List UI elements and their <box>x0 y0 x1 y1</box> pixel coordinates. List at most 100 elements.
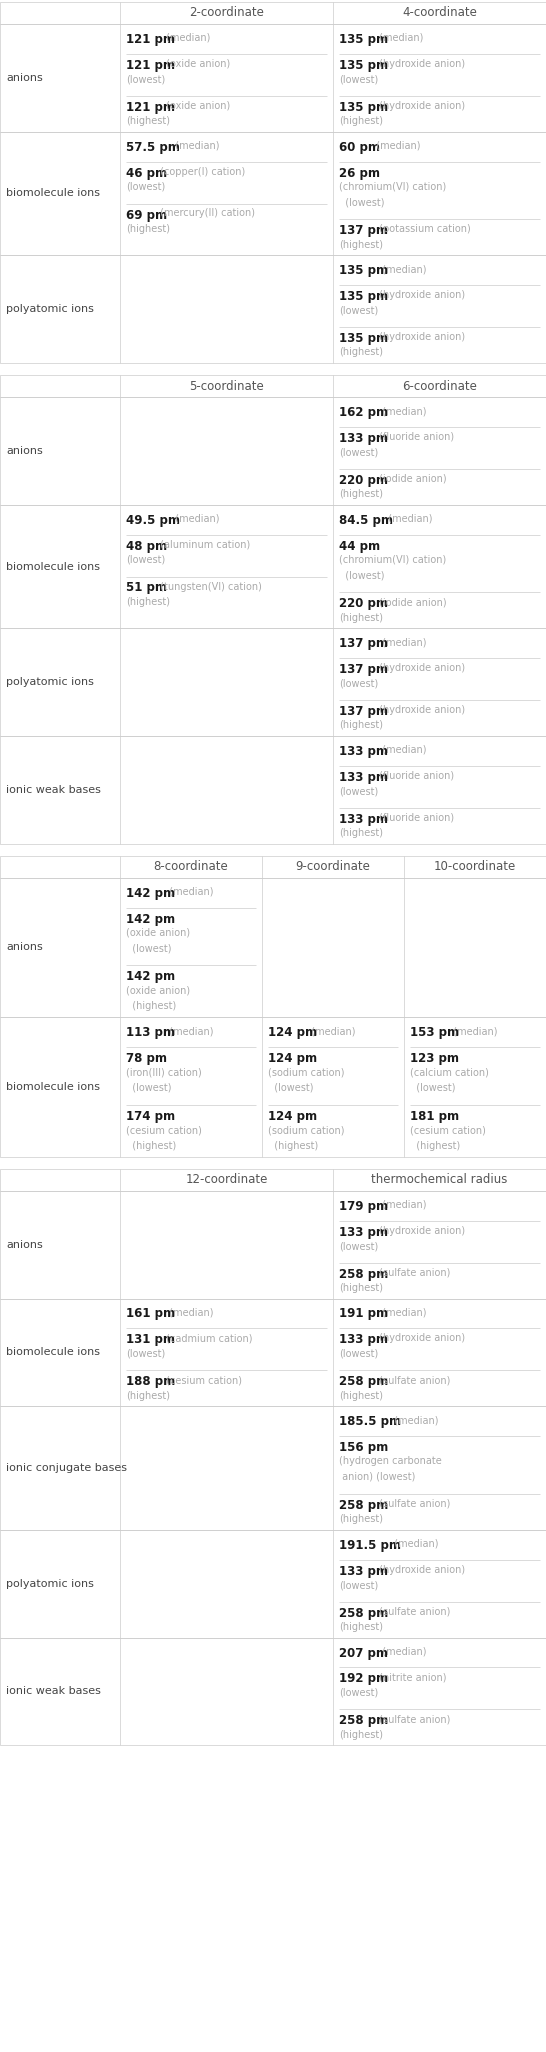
Text: (hydroxide anion): (hydroxide anion) <box>376 1566 465 1574</box>
Text: 137 pm: 137 pm <box>339 663 388 677</box>
Text: (lowest): (lowest) <box>339 679 378 689</box>
Text: 137 pm: 137 pm <box>339 638 388 650</box>
Text: 121 pm: 121 pm <box>126 33 175 45</box>
Text: (median): (median) <box>376 638 426 646</box>
Text: (median): (median) <box>376 745 426 755</box>
Bar <box>0 2 546 25</box>
Text: (median): (median) <box>388 1416 438 1426</box>
Text: (median): (median) <box>376 1307 426 1317</box>
Text: (mercury(II) cation): (mercury(II) cation) <box>157 209 255 218</box>
Text: (lowest): (lowest) <box>339 1580 378 1590</box>
Text: (lowest): (lowest) <box>339 197 384 207</box>
Text: (highest): (highest) <box>339 614 383 624</box>
Text: 12-coordinate: 12-coordinate <box>186 1174 268 1186</box>
Text: 142 pm: 142 pm <box>126 971 175 983</box>
Text: (highest): (highest) <box>339 240 383 250</box>
Text: 191 pm: 191 pm <box>339 1307 388 1321</box>
Text: (highest): (highest) <box>339 720 383 731</box>
Bar <box>0 1406 546 1531</box>
Text: biomolecule ions: biomolecule ions <box>6 1081 100 1092</box>
Text: (lowest): (lowest) <box>339 1689 378 1697</box>
Text: (hydroxide anion): (hydroxide anion) <box>376 663 465 673</box>
Text: (lowest): (lowest) <box>126 1083 171 1094</box>
Text: 2-coordinate: 2-coordinate <box>189 6 264 21</box>
Text: polyatomic ions: polyatomic ions <box>6 677 94 687</box>
Text: (lowest): (lowest) <box>410 1083 455 1094</box>
Text: (iodide anion): (iodide anion) <box>376 597 447 607</box>
Text: 135 pm: 135 pm <box>339 101 388 113</box>
Text: (highest): (highest) <box>339 1730 383 1740</box>
Bar <box>0 1170 546 1190</box>
Text: 133 pm: 133 pm <box>339 813 388 825</box>
Text: (median): (median) <box>376 1200 426 1211</box>
Text: anions: anions <box>6 942 43 952</box>
Text: (oxide anion): (oxide anion) <box>163 101 230 111</box>
Text: 8-coordinate: 8-coordinate <box>154 860 228 874</box>
Text: (fluoride anion): (fluoride anion) <box>376 772 454 782</box>
Text: (cesium cation): (cesium cation) <box>410 1124 486 1135</box>
Text: 6-coordinate: 6-coordinate <box>402 380 477 392</box>
Text: biomolecule ions: biomolecule ions <box>6 189 100 199</box>
Text: 133 pm: 133 pm <box>339 431 388 445</box>
Text: 69 pm: 69 pm <box>126 209 167 222</box>
Text: 131 pm: 131 pm <box>126 1334 175 1346</box>
Text: (median): (median) <box>163 1026 213 1036</box>
Text: (sulfate anion): (sulfate anion) <box>376 1375 450 1385</box>
Text: 135 pm: 135 pm <box>339 265 388 277</box>
Text: (highest): (highest) <box>339 1282 383 1293</box>
Text: 192 pm: 192 pm <box>339 1672 388 1685</box>
Text: 9-coordinate: 9-coordinate <box>295 860 371 874</box>
Text: 135 pm: 135 pm <box>339 33 388 45</box>
Text: (fluoride anion): (fluoride anion) <box>376 813 454 823</box>
Text: (highest): (highest) <box>268 1141 318 1151</box>
Text: 46 pm: 46 pm <box>126 166 167 181</box>
Text: (calcium cation): (calcium cation) <box>410 1067 489 1077</box>
Text: (highest): (highest) <box>126 117 170 125</box>
Text: 142 pm: 142 pm <box>126 913 175 925</box>
Text: (highest): (highest) <box>339 1391 383 1402</box>
Text: (highest): (highest) <box>126 224 170 234</box>
Text: (cesium cation): (cesium cation) <box>126 1124 202 1135</box>
Text: 78 pm: 78 pm <box>126 1053 167 1065</box>
Text: (aluminum cation): (aluminum cation) <box>157 540 250 550</box>
Text: 124 pm: 124 pm <box>268 1053 317 1065</box>
Text: 191.5 pm: 191.5 pm <box>339 1539 401 1551</box>
Bar <box>0 25 546 131</box>
Text: (tungsten(VI) cation): (tungsten(VI) cation) <box>157 581 262 591</box>
Bar <box>0 254 546 363</box>
Text: 121 pm: 121 pm <box>126 60 175 72</box>
Bar <box>0 505 546 628</box>
Text: (hydroxide anion): (hydroxide anion) <box>376 1225 465 1235</box>
Bar <box>0 878 546 1018</box>
Text: (lowest): (lowest) <box>126 74 165 84</box>
Text: 258 pm: 258 pm <box>339 1268 388 1280</box>
Bar <box>0 1018 546 1157</box>
Text: 121 pm: 121 pm <box>126 101 175 113</box>
Text: 48 pm: 48 pm <box>126 540 167 552</box>
Text: 57.5 pm: 57.5 pm <box>126 142 180 154</box>
Text: (median): (median) <box>370 142 420 150</box>
Text: anions: anions <box>6 445 43 456</box>
Text: (hydroxide anion): (hydroxide anion) <box>376 1334 465 1344</box>
Text: 49.5 pm: 49.5 pm <box>126 513 180 527</box>
Text: 51 pm: 51 pm <box>126 581 167 595</box>
Text: (highest): (highest) <box>339 117 383 125</box>
Text: 207 pm: 207 pm <box>339 1646 388 1660</box>
Text: 258 pm: 258 pm <box>339 1713 388 1728</box>
Text: (hydroxide anion): (hydroxide anion) <box>376 332 465 343</box>
Text: biomolecule ions: biomolecule ions <box>6 562 100 573</box>
Text: (lowest): (lowest) <box>126 183 165 193</box>
Text: (sodium cation): (sodium cation) <box>268 1124 345 1135</box>
Text: (median): (median) <box>376 1646 426 1656</box>
Text: 188 pm: 188 pm <box>126 1375 175 1389</box>
Text: (median): (median) <box>382 513 432 523</box>
Text: (highest): (highest) <box>126 1001 176 1012</box>
Bar <box>0 856 546 878</box>
Text: 179 pm: 179 pm <box>339 1200 388 1213</box>
Text: (hydroxide anion): (hydroxide anion) <box>376 289 465 300</box>
Text: anions: anions <box>6 1239 43 1250</box>
Text: (lowest): (lowest) <box>339 1348 378 1358</box>
Text: 161 pm: 161 pm <box>126 1307 175 1321</box>
Text: (lowest): (lowest) <box>339 306 378 316</box>
Text: 26 pm: 26 pm <box>339 166 380 181</box>
